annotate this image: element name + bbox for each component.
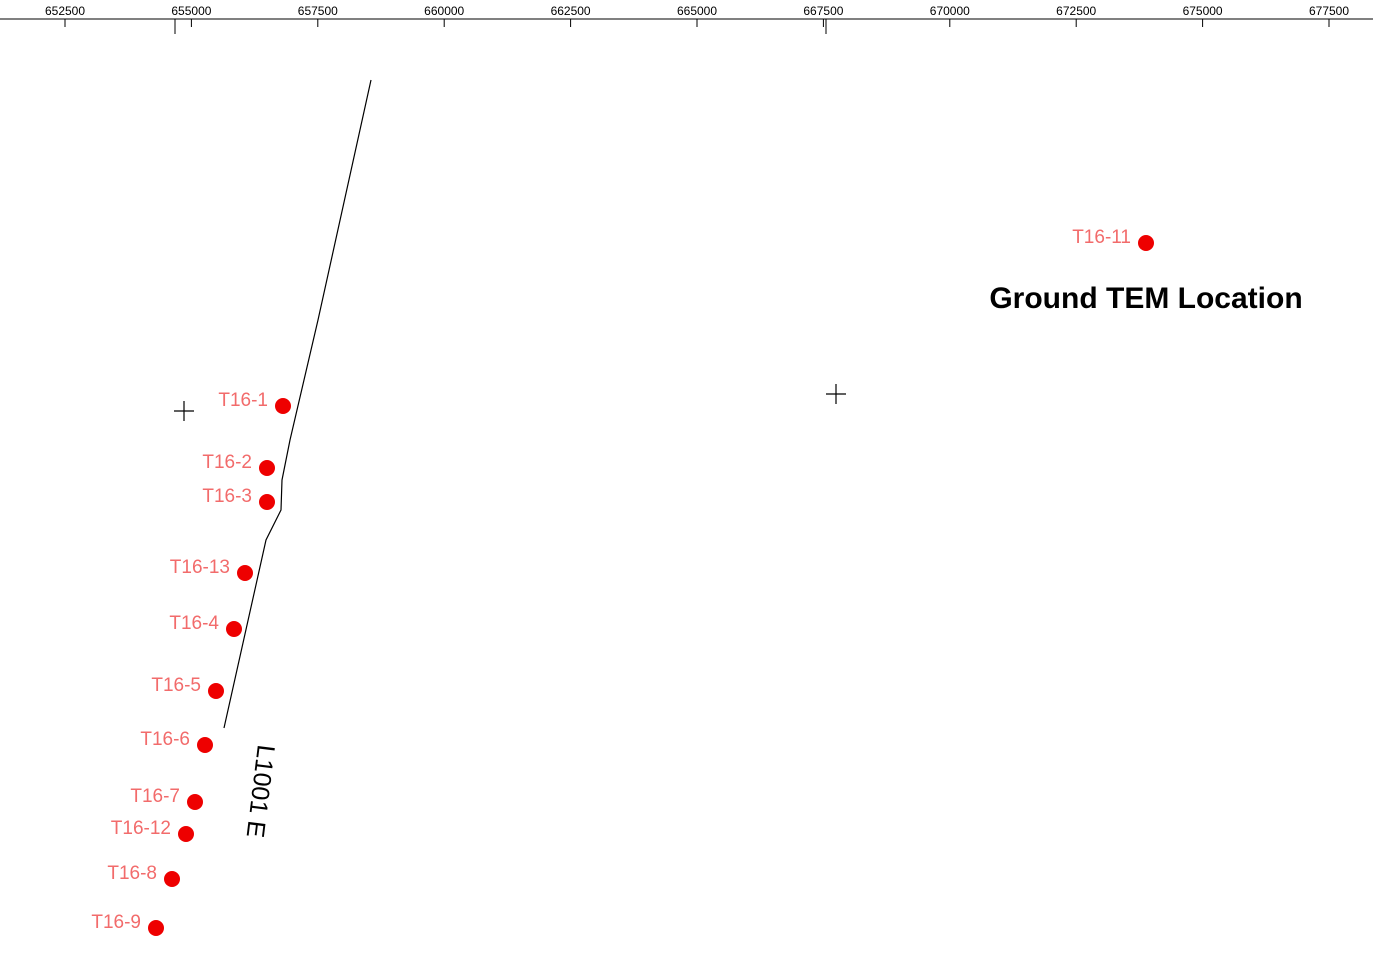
tick-label: 672500 <box>1056 4 1096 18</box>
station-marker <box>226 621 242 637</box>
station-label: T16-5 <box>151 675 201 696</box>
station-marker <box>164 871 180 887</box>
station-label: T16-11 <box>1072 227 1131 248</box>
station-label: T16-6 <box>140 729 190 750</box>
station-label: T16-7 <box>130 786 180 807</box>
tick-label: 655000 <box>171 4 211 18</box>
tick-label: 660000 <box>424 4 464 18</box>
station-label: T16-12 <box>111 818 171 839</box>
station-marker <box>1138 235 1154 251</box>
station-marker <box>259 494 275 510</box>
station-label: T16-9 <box>91 912 141 933</box>
tick-label: 657500 <box>298 4 338 18</box>
tick-label: 665000 <box>677 4 717 18</box>
station-label: T16-1 <box>218 390 268 411</box>
station-label: T16-2 <box>202 452 252 473</box>
station-marker <box>237 565 253 581</box>
station-label: T16-13 <box>170 557 230 578</box>
station-marker <box>178 826 194 842</box>
map-title: Ground TEM Location <box>989 282 1302 315</box>
tick-label: 652500 <box>45 4 85 18</box>
station-marker <box>187 794 203 810</box>
station-marker <box>208 683 224 699</box>
station-marker <box>148 920 164 936</box>
line-label: L1001 E <box>241 743 280 839</box>
tick-label: 662500 <box>551 4 591 18</box>
tick-label: 667500 <box>803 4 843 18</box>
survey-line <box>223 79 372 729</box>
tick-label: 670000 <box>930 4 970 18</box>
tick-label: 675000 <box>1183 4 1223 18</box>
station-marker <box>259 460 275 476</box>
station-label: T16-8 <box>107 863 157 884</box>
station-label: T16-4 <box>169 613 219 634</box>
station-label: T16-3 <box>202 486 252 507</box>
grid-cross <box>826 384 846 404</box>
station-marker <box>197 737 213 753</box>
station-marker <box>275 398 291 414</box>
tick-label: 677500 <box>1309 4 1349 18</box>
grid-cross <box>174 401 194 421</box>
